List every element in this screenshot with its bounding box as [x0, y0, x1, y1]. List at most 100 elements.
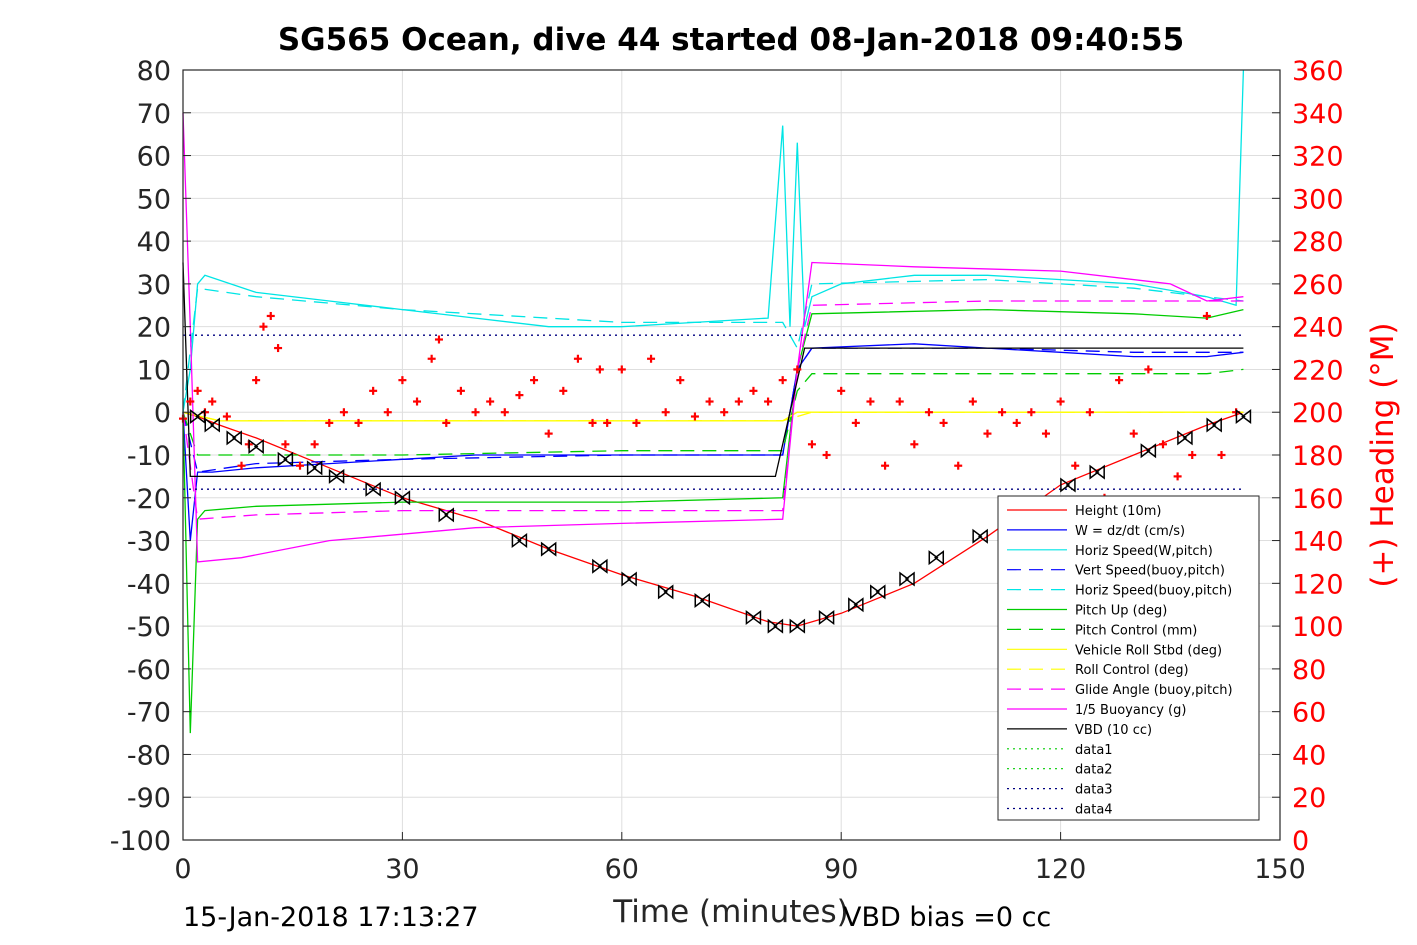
dive-marker	[848, 597, 864, 613]
dive-marker	[1140, 443, 1157, 459]
dive-marker	[226, 430, 242, 446]
heading-point	[632, 418, 641, 427]
left-tick-label: -30	[127, 527, 171, 558]
right-tick-label: 160	[1292, 484, 1344, 515]
series-line	[182, 343, 1244, 541]
dive-marker	[438, 507, 455, 523]
x-tick-label: 30	[385, 854, 419, 885]
heading-point	[515, 391, 524, 400]
heading-point	[998, 408, 1007, 417]
heading-point	[1217, 451, 1226, 459]
legend-label: 1/5 Buoyancy (g)	[1075, 703, 1186, 718]
heading-point	[1115, 376, 1124, 385]
left-tick-label: -50	[127, 612, 171, 643]
heading-point	[1085, 408, 1094, 417]
dive-marker	[306, 460, 323, 476]
dive-marker	[928, 550, 945, 566]
heading-point	[1202, 311, 1211, 320]
left-tick-label: -90	[127, 783, 171, 814]
heading-point	[924, 408, 933, 417]
dive-marker	[1235, 409, 1252, 424]
right-tick-label: 240	[1292, 313, 1344, 344]
right-tick-label: 200	[1292, 398, 1344, 429]
series-line	[182, 308, 1244, 734]
footer-timestamp: 15-Jan-2018 17:13:27	[183, 902, 479, 933]
dive-marker	[1060, 477, 1076, 493]
left-tick-label: -100	[110, 826, 171, 857]
heading-point	[1188, 451, 1197, 459]
series-line	[182, 112, 1244, 563]
left-tick-label: 20	[137, 313, 171, 344]
dive-marker	[870, 584, 886, 600]
series-line	[182, 411, 1244, 422]
dive-marker	[657, 584, 674, 600]
x-tick-label: 150	[1254, 854, 1306, 885]
heading-point	[427, 354, 436, 363]
dive-marker	[592, 558, 608, 574]
heading-point	[595, 365, 604, 374]
heading-point	[274, 344, 283, 353]
dive-marker	[789, 618, 806, 634]
right-axis-ticks: 0 20 40 60 80 100 120 140 160 180 200 220 240 260 280 3…	[1272, 56, 1344, 857]
x-tick-label: 0	[174, 854, 191, 885]
right-axis-label: (+) Heading (°M)	[1365, 322, 1401, 587]
dive-marker	[511, 533, 528, 549]
left-tick-label: -80	[127, 740, 171, 771]
heading-point	[354, 418, 363, 427]
dive-marker	[1177, 430, 1193, 446]
left-tick-label: 60	[137, 142, 171, 173]
series-line	[182, 69, 1245, 413]
heading-point	[281, 440, 290, 449]
heading-point	[573, 354, 582, 363]
right-tick-label: 80	[1292, 655, 1326, 686]
heading-point	[252, 376, 261, 385]
heading-point	[222, 412, 231, 421]
heading-point	[983, 429, 992, 438]
heading-point	[1144, 365, 1153, 374]
heading-point	[617, 365, 626, 374]
right-tick-label: 280	[1292, 227, 1344, 258]
right-tick-label: 40	[1292, 740, 1326, 771]
heading-point	[398, 376, 407, 385]
heading-point	[764, 397, 773, 406]
right-tick-label: 180	[1292, 441, 1344, 472]
heading-point	[1173, 472, 1182, 481]
heading-point	[486, 397, 495, 406]
legend-label: Roll Control (deg)	[1075, 663, 1189, 678]
right-tick-label: 300	[1292, 184, 1344, 215]
x-axis-ticks: 0 30 60 90 120 150	[174, 832, 1306, 885]
series-line	[182, 411, 1244, 422]
heading-point	[530, 376, 539, 385]
heading-point	[1071, 461, 1080, 470]
heading-point	[734, 397, 743, 406]
heading-point	[793, 365, 802, 374]
heading-point	[266, 311, 275, 320]
legend-label: data1	[1075, 743, 1113, 758]
heading-point	[954, 461, 963, 470]
legend-label: data2	[1075, 763, 1113, 778]
heading-point	[186, 397, 195, 406]
dive-marker	[189, 409, 206, 424]
dive-marker	[899, 571, 915, 587]
dive-marker	[540, 541, 557, 557]
left-tick-label: 70	[137, 99, 171, 130]
series-line	[182, 278, 1244, 413]
dive-marker	[621, 571, 637, 587]
heading-point	[208, 397, 217, 406]
dive-marker	[204, 417, 221, 433]
dive-marker	[248, 438, 264, 454]
heading-markers	[179, 311, 1241, 502]
heading-point	[1027, 408, 1036, 417]
left-tick-label: -40	[127, 569, 171, 600]
heading-point	[310, 440, 319, 449]
left-tick-label: 80	[137, 56, 171, 87]
dive-marker	[767, 618, 784, 634]
right-tick-label: 260	[1292, 270, 1344, 301]
dive-marker	[745, 610, 762, 626]
left-tick-label: 40	[137, 227, 171, 258]
x-tick-label: 60	[605, 854, 639, 885]
right-tick-label: 20	[1292, 783, 1326, 814]
right-tick-label: 60	[1292, 698, 1326, 729]
dive-marker	[1089, 464, 1105, 480]
